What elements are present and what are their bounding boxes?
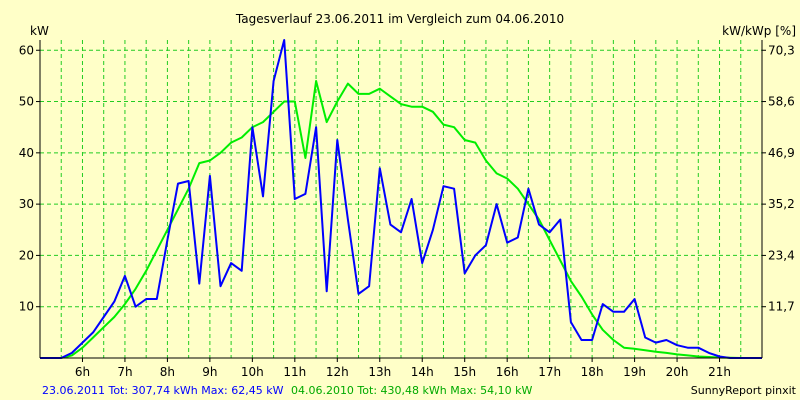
y-tick-label-left: 60: [19, 43, 34, 57]
x-tick-label: 19h: [623, 365, 646, 379]
y-tick-label-left: 50: [19, 95, 34, 109]
x-tick-label: 9h: [202, 365, 217, 379]
y-axis-right-label: kW/kWp [%]: [722, 24, 796, 38]
x-tick-label: 15h: [453, 365, 476, 379]
x-tick-label: 21h: [708, 365, 731, 379]
y-axis-left-label: kW: [30, 24, 49, 38]
series-line-04-06-2010: [40, 80, 762, 359]
y-tick-label-left: 40: [19, 146, 34, 160]
y-tick-label-right: 58,6: [768, 95, 795, 109]
series-line-23-06-2011: [40, 39, 762, 359]
y-tick-label-right: 70,3: [768, 43, 795, 57]
x-tick-label: 12h: [326, 365, 349, 379]
footer-brand: SunnyReport pinxit: [691, 384, 797, 397]
footer-stats-2010: 04.06.2010 Tot: 430,48 kWh Max: 54,10 kW: [291, 384, 533, 397]
chart-title: Tagesverlauf 23.06.2011 im Vergleich zum…: [235, 12, 564, 26]
y-tick-label-right: 46,9: [768, 146, 795, 160]
y-tick-label-right: 35,2: [768, 197, 795, 211]
x-tick-label: 18h: [581, 365, 604, 379]
x-tick-label: 6h: [75, 365, 90, 379]
y-tick-label-left: 20: [19, 248, 34, 262]
footer-stats-2011: 23.06.2011 Tot: 307,74 kWh Max: 62,45 kW: [42, 384, 284, 397]
x-tick-label: 10h: [241, 365, 264, 379]
y-tick-label-right: 11,7: [768, 300, 795, 314]
x-tick-label: 20h: [666, 365, 689, 379]
x-tick-label: 16h: [496, 365, 519, 379]
y-tick-label-left: 10: [19, 300, 34, 314]
x-tick-label: 11h: [283, 365, 306, 379]
x-tick-label: 7h: [117, 365, 132, 379]
x-tick-label: 17h: [538, 365, 561, 379]
footer-stats: 23.06.2011 Tot: 307,74 kWh Max: 62,45 kW…: [42, 384, 533, 397]
y-tick-label-left: 30: [19, 197, 34, 211]
x-tick-label: 14h: [411, 365, 434, 379]
x-tick-label: 8h: [160, 365, 175, 379]
x-tick-label: 13h: [368, 365, 391, 379]
y-tick-label-right: 23,4: [768, 248, 795, 262]
